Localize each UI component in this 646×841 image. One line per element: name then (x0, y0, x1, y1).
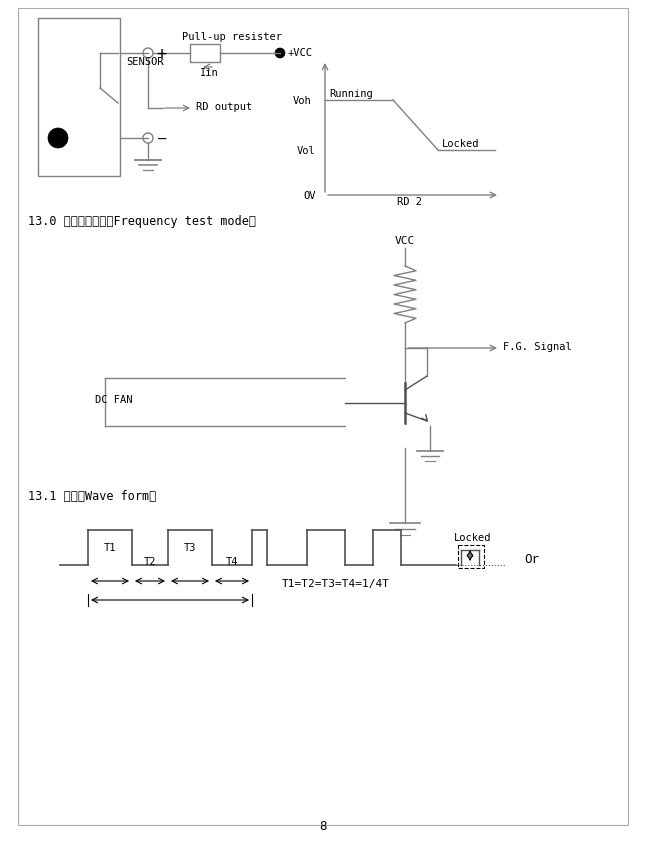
Text: T3: T3 (183, 543, 196, 553)
Text: T1=T2=T3=T4=1/4T: T1=T2=T3=T4=1/4T (282, 579, 390, 589)
Circle shape (48, 128, 68, 148)
Text: RD 2: RD 2 (397, 197, 422, 207)
Text: VCC: VCC (395, 236, 415, 246)
Text: SENSOR: SENSOR (126, 57, 163, 67)
Circle shape (275, 48, 285, 58)
Text: +VCC: +VCC (287, 48, 312, 58)
Text: Or: Or (524, 553, 539, 566)
Circle shape (143, 48, 153, 58)
Text: T4: T4 (225, 557, 238, 567)
Bar (38, 18, 120, 176)
Text: Voh: Voh (293, 96, 312, 106)
Text: OV: OV (303, 191, 315, 201)
Text: Pull-up resister: Pull-up resister (182, 32, 282, 42)
Text: Locked: Locked (442, 139, 479, 149)
Text: —: — (158, 133, 167, 147)
Text: 8: 8 (319, 820, 327, 833)
Text: F.G. Signal: F.G. Signal (503, 342, 572, 352)
Text: 13.1 波形（Wave form）: 13.1 波形（Wave form） (28, 490, 156, 503)
Text: Running: Running (329, 89, 373, 99)
Text: DC FAN: DC FAN (95, 395, 132, 405)
Text: Locked: Locked (454, 533, 492, 543)
Text: RD output: RD output (196, 102, 252, 112)
Text: 13.0 頻率測試方式（Frequency test mode）: 13.0 頻率測試方式（Frequency test mode） (28, 215, 256, 228)
Bar (458, 545, 484, 568)
Text: Iin: Iin (200, 68, 219, 78)
Bar (190, 44, 220, 62)
Text: T2: T2 (144, 557, 156, 567)
Text: Vol: Vol (297, 146, 316, 156)
Circle shape (143, 133, 153, 143)
Text: T1: T1 (104, 543, 116, 553)
Text: +: + (156, 45, 166, 63)
